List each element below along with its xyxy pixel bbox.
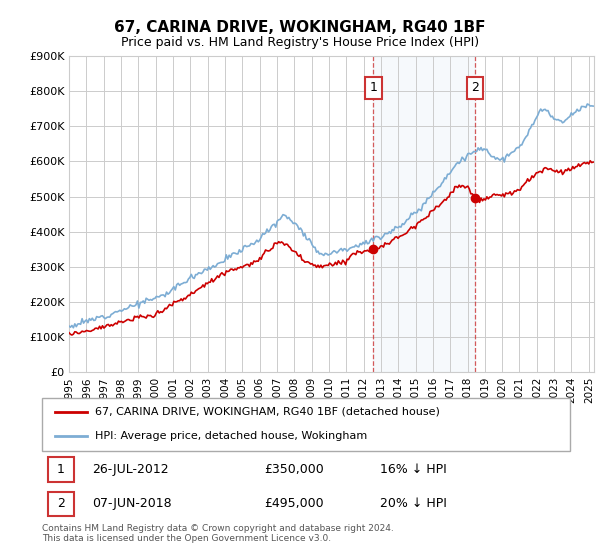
Text: 1: 1 [370, 81, 377, 94]
Text: 67, CARINA DRIVE, WOKINGHAM, RG40 1BF (detached house): 67, CARINA DRIVE, WOKINGHAM, RG40 1BF (d… [95, 407, 440, 417]
Text: 2: 2 [471, 81, 479, 94]
Text: 07-JUN-2018: 07-JUN-2018 [92, 497, 172, 510]
Text: Price paid vs. HM Land Registry's House Price Index (HPI): Price paid vs. HM Land Registry's House … [121, 36, 479, 49]
Text: 2: 2 [57, 497, 65, 510]
Text: £495,000: £495,000 [264, 497, 323, 510]
Text: HPI: Average price, detached house, Wokingham: HPI: Average price, detached house, Woki… [95, 431, 367, 441]
Text: 16% ↓ HPI: 16% ↓ HPI [380, 463, 446, 476]
Text: £350,000: £350,000 [264, 463, 323, 476]
Bar [373, 56, 475, 372]
Bar [49, 492, 74, 516]
Bar [49, 458, 74, 482]
Text: 1: 1 [57, 463, 65, 476]
Text: 26-JUL-2012: 26-JUL-2012 [92, 463, 169, 476]
Text: 67, CARINA DRIVE, WOKINGHAM, RG40 1BF: 67, CARINA DRIVE, WOKINGHAM, RG40 1BF [114, 20, 486, 35]
Text: Contains HM Land Registry data © Crown copyright and database right 2024.
This d: Contains HM Land Registry data © Crown c… [42, 524, 394, 543]
Text: 20% ↓ HPI: 20% ↓ HPI [380, 497, 447, 510]
